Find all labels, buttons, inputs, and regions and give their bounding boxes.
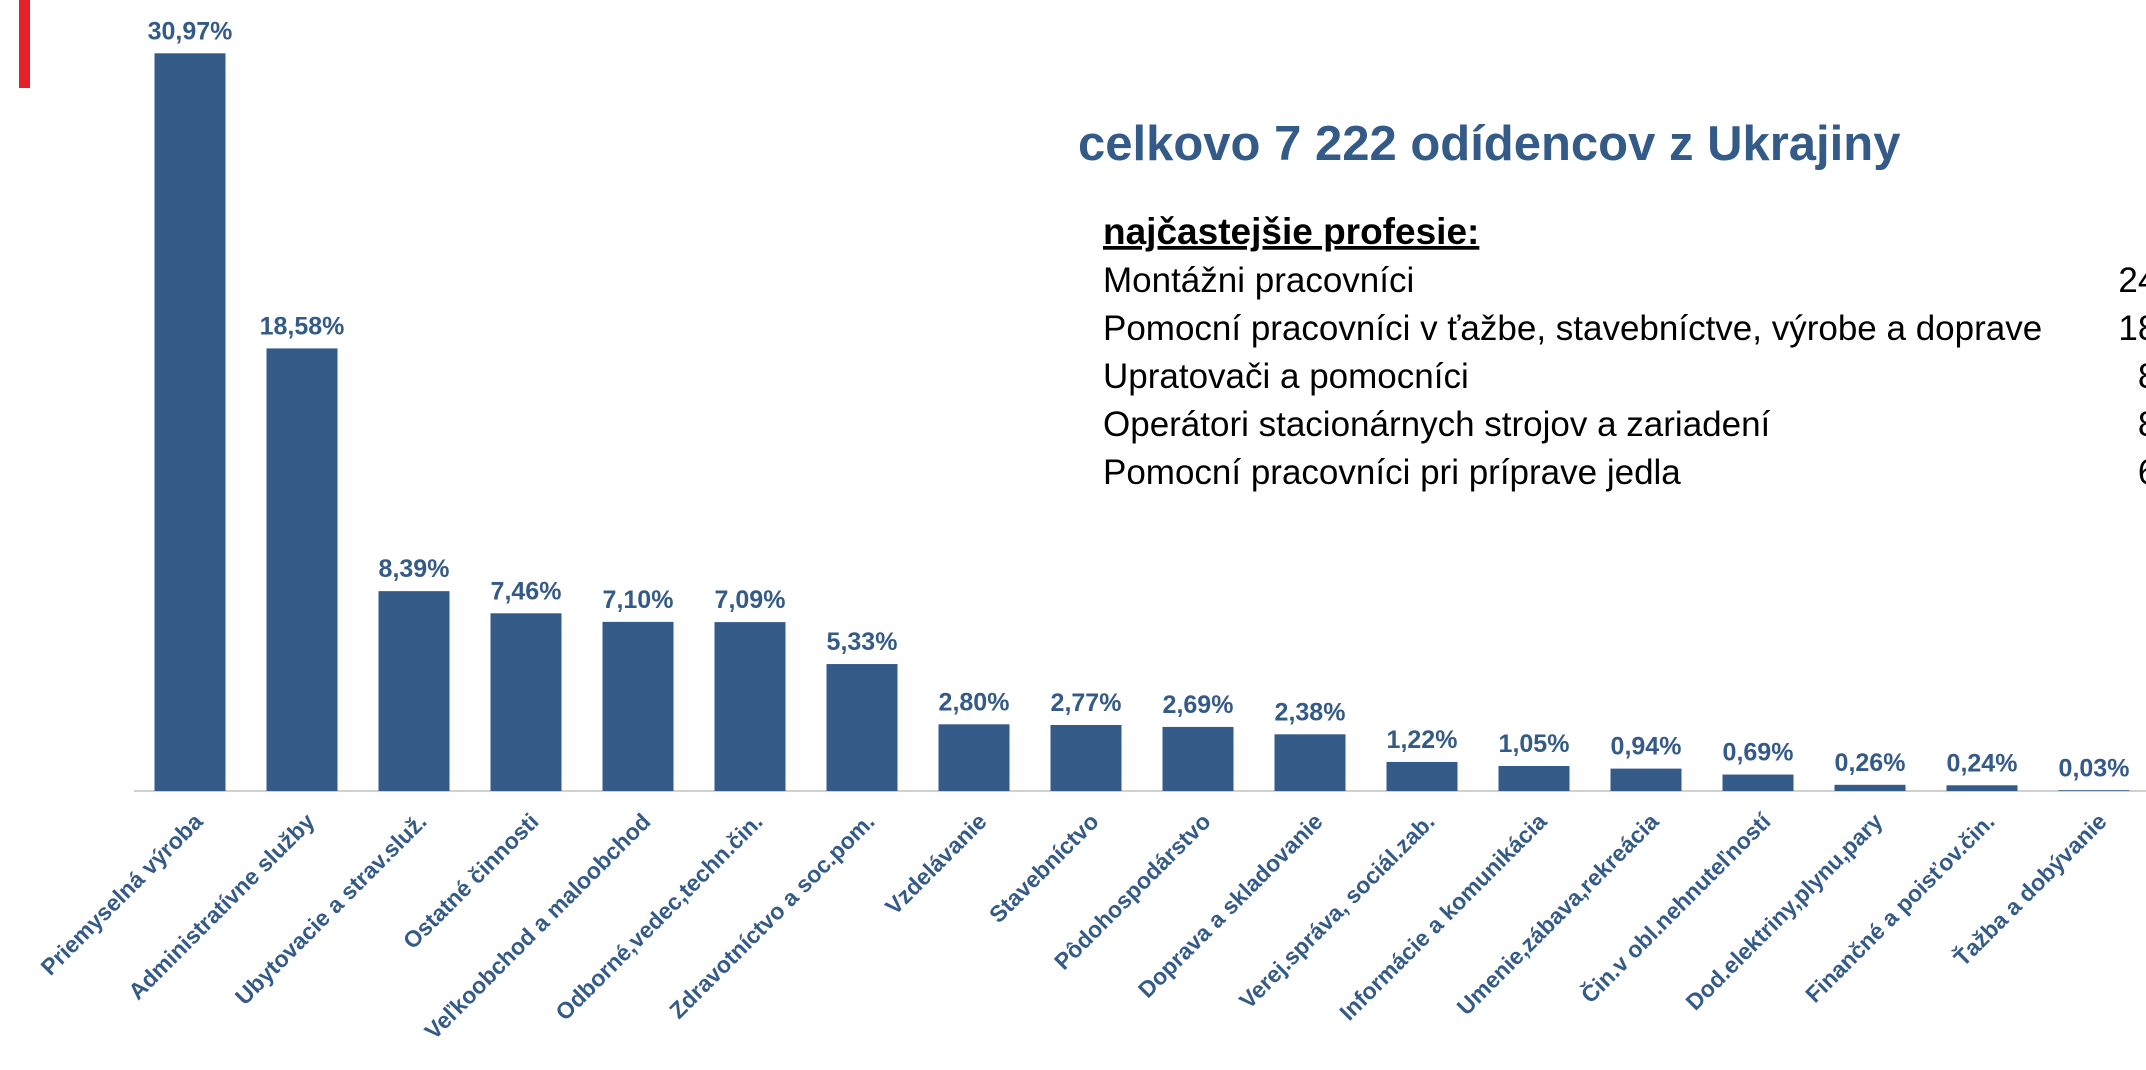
bar (1834, 784, 1906, 791)
value-label: 5,33% (827, 628, 898, 656)
x-tick-label: Veľkoobchod a maloobchod (419, 808, 655, 1044)
bar (1050, 725, 1122, 791)
annotation-heading: najčastejšie profesie: (1103, 211, 1479, 252)
value-label: 0,69% (1723, 739, 1794, 767)
bar (1610, 768, 1682, 791)
x-tick-label: Informácie a komunikácia (1334, 808, 1551, 1025)
bar (154, 53, 226, 791)
value-label: 7,46% (491, 577, 562, 605)
profession-name: Pomocní pracovníci pri príprave jedla (1103, 453, 1681, 492)
value-label: 1,05% (1499, 730, 1570, 758)
value-label: 7,10% (603, 586, 674, 614)
value-label: 1,22% (1387, 726, 1458, 754)
profession-share: 18,57 (2118, 309, 2146, 348)
bar (2058, 790, 2130, 791)
accent-bar (19, 0, 30, 88)
bar (378, 591, 450, 791)
x-tick-label: Finančné a poisťov.čin. (1800, 808, 1999, 1007)
bar (1498, 765, 1570, 791)
value-label: 2,77% (1051, 689, 1122, 717)
bar (490, 613, 562, 791)
x-tick-label: Dod.elektriny,plynu,pary (1681, 808, 1888, 1015)
x-tick-label: Čin.v obl.nehnuteľností (1575, 806, 1777, 1008)
bar (714, 622, 786, 791)
value-label: 2,69% (1163, 691, 1234, 719)
x-tick-label: Umenie,zábava,rekreácia (1452, 808, 1664, 1020)
bar (826, 664, 898, 791)
profession-name: Operátori stacionárnych strojov a zariad… (1103, 405, 1771, 444)
bar (1722, 774, 1794, 791)
value-label: 7,09% (715, 586, 786, 614)
profession-name: Upratovači a pomocníci (1103, 357, 1469, 396)
x-tick-label: Stavebníctvo (984, 808, 1104, 928)
value-label: 2,80% (939, 688, 1010, 716)
x-tick-label: Ubytovacie a strav.služ. (230, 808, 432, 1010)
bar (1946, 785, 2018, 791)
value-label: 18,58% (260, 312, 345, 340)
value-label: 8,39% (379, 555, 450, 583)
value-label: 0,03% (2059, 754, 2130, 782)
value-label: 2,38% (1275, 698, 1346, 726)
value-label: 0,94% (1611, 733, 1682, 761)
x-tick-label: Verej.správa, sociál.zab. (1234, 808, 1440, 1014)
annotation-title: celkovo 7 222 odídencov z Ukrajiny (1078, 117, 1900, 171)
value-label: 30,97% (148, 17, 233, 45)
x-tick-label: Vzdelávanie (880, 808, 992, 920)
profession-name: Montážni pracovníci (1103, 261, 1414, 300)
x-tick-label: Zdravotníctvo a soc.pom. (664, 808, 879, 1023)
bar (602, 621, 674, 791)
profession-name: Pomocní pracovníci v ťažbe, stavebníctve… (1103, 309, 2042, 348)
profession-share: 8,52 (2138, 357, 2146, 396)
value-label: 0,24% (1947, 749, 2018, 777)
x-tick-label: Administratívne služby (123, 808, 320, 1005)
x-tick-label: Odborné,vedec,techn.čin. (550, 808, 767, 1025)
value-label: 0,26% (1835, 749, 1906, 777)
x-tick-label: Doprava a skladovanie (1133, 808, 1328, 1003)
bar (1162, 726, 1234, 791)
profession-share: 24,00 (2118, 261, 2146, 300)
profession-share: 8,22 (2138, 405, 2146, 444)
bar (1386, 761, 1458, 791)
bar (938, 724, 1010, 791)
profession-share: 6,83 (2138, 453, 2146, 492)
bar (1274, 734, 1346, 791)
bar (266, 348, 338, 791)
